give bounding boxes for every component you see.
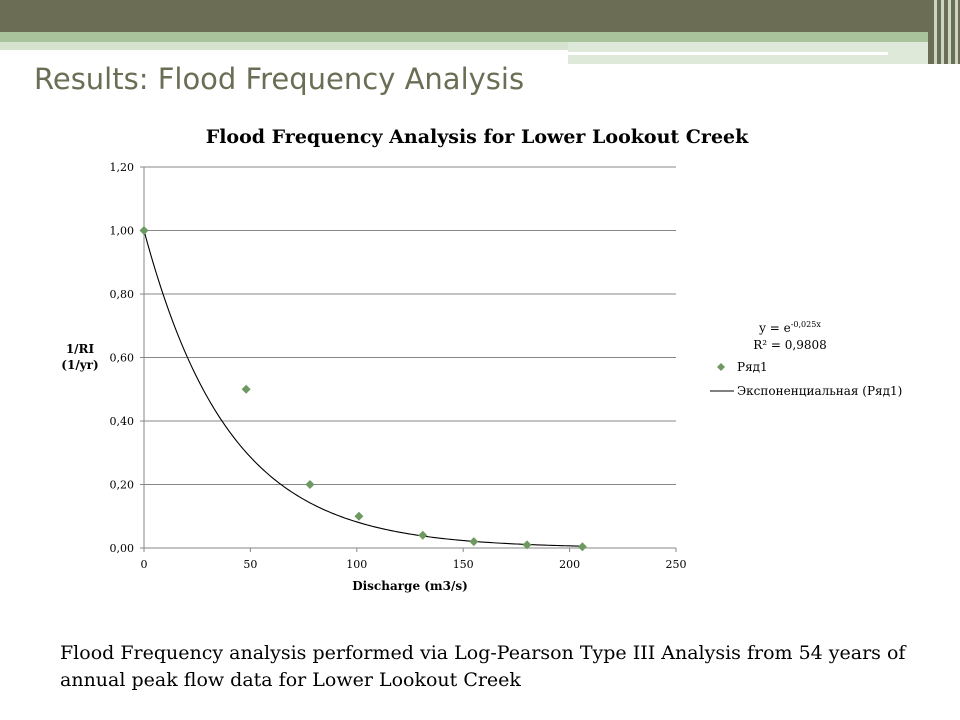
slide-caption: Flood Frequency analysis performed via L…: [60, 642, 906, 691]
header-accent-band: [0, 32, 960, 42]
y-tick-label-1: 0,20: [110, 479, 135, 492]
data-point-2: [305, 480, 315, 489]
data-point-3: [354, 511, 364, 521]
x-tick-label-2: 100: [346, 558, 367, 571]
equation-exponent: -0,025x: [791, 320, 822, 329]
y-axis-label-line2: (1/yr): [61, 358, 98, 372]
y-tick-label-2: 0,40: [110, 415, 135, 428]
chart-gridlines: [144, 166, 676, 485]
header-light-band: [0, 42, 568, 50]
y-axis-ticks: 0,00 0,20 0,40 0,60 0,80 1,00 1,20: [110, 161, 144, 555]
x-tick-label-5: 250: [666, 558, 687, 571]
y-tick-label-4: 0,80: [110, 288, 135, 301]
r-squared-text: R² = 0,9808: [753, 338, 827, 352]
y-tick-label-3: 0,60: [110, 352, 135, 365]
flood-frequency-chart: Flood Frequency Analysis for Lower Looko…: [61, 126, 902, 593]
header-decoration-lines: [928, 0, 960, 64]
x-tick-label-4: 200: [559, 558, 580, 571]
trendline-curve: [143, 230, 583, 547]
x-axis-label: Discharge (m3/s): [352, 579, 468, 593]
data-point-1: [241, 384, 251, 394]
data-point-0: [139, 226, 149, 235]
x-tick-label-1: 50: [243, 558, 257, 571]
data-point-4: [418, 530, 428, 540]
chart-title: Flood Frequency Analysis for Lower Looko…: [206, 126, 749, 148]
slide-title: Results: Flood Frequency Analysis: [34, 62, 525, 96]
data-point-7: [577, 542, 587, 552]
y-tick-label-5: 1,00: [110, 225, 135, 238]
trendline-equation: y = e-0,025x R² = 0,9808: [753, 320, 827, 352]
data-point-5: [469, 537, 479, 547]
legend-trendline-label: Экспоненциальная (Ряд1): [737, 384, 902, 398]
chart-legend: Ряд1 Экспоненциальная (Ряд1): [710, 360, 902, 398]
data-point-6: [522, 540, 532, 550]
y-axis-label-line1: 1/RI: [66, 342, 95, 356]
header-bar: [0, 0, 960, 32]
header-divider-line: [568, 52, 888, 55]
equation-text: y = e: [758, 321, 791, 335]
y-tick-label-0: 0,00: [110, 542, 135, 555]
legend-series-label: Ряд1: [737, 360, 768, 374]
svg-text:y = e-0,025x: y = e-0,025x: [758, 320, 821, 335]
legend-marker-icon: [717, 363, 725, 371]
x-tick-label-3: 150: [453, 558, 474, 571]
x-tick-label-0: 0: [141, 558, 148, 571]
data-points: [139, 226, 587, 552]
y-tick-label-6: 1,20: [110, 161, 135, 174]
x-axis-ticks: 0 50 100 150 200 250: [141, 548, 687, 571]
